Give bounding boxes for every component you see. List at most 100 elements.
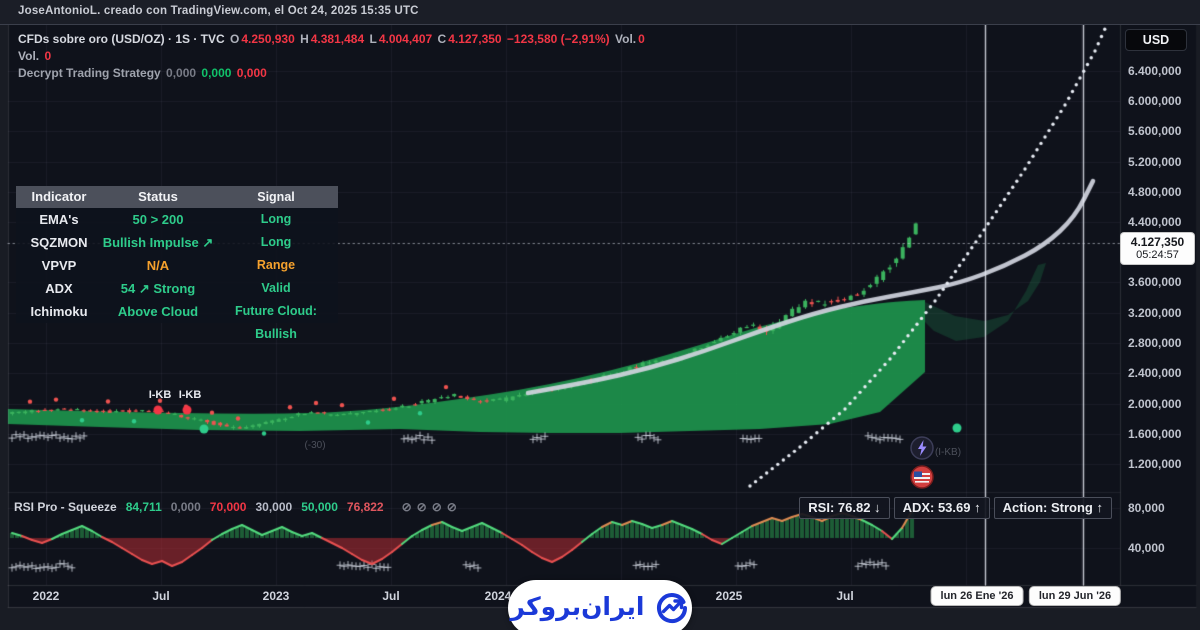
hidden-indicator-icon[interactable]: ⊘ [431,500,442,514]
faint-signal-label: (-30) [304,440,326,451]
price-axis-label: 6.000,000 [1128,94,1182,108]
ikb-signal-label: I-KB [148,389,172,401]
indicator-signal-cell: Range [256,258,296,272]
us-flag-event-icon[interactable] [910,465,934,489]
rsi-legend-value: 76,822 [346,500,384,514]
legend-part: L [369,32,377,46]
current-price-value: 4.127,350 [1130,235,1185,249]
time-axis-label: Jul [152,589,170,603]
indicator-status-cell: Bullish Impulse ↗ [102,235,214,250]
volume-row: Vol. 0 [18,48,647,64]
time-axis-label: 2025 [715,589,743,603]
rsi-legend-values: 84,711 0,000 70,000 30,000 50,000 76,822 [126,500,393,514]
legend-part: 4.004,407 [378,32,436,46]
indicator-name-cell: VPVP [41,258,77,273]
symbol-ohlc-row[interactable]: CFDs sobre oro (USD/OZ) · 1S · TVC O 4.25… [18,31,647,47]
price-axis-label: 40,000 [1128,541,1165,555]
legend-part: Vol. [615,32,637,46]
indicator-name-cell: EMA's [39,212,79,227]
indicator-signal-cell: Long [260,235,292,249]
price-axis-label: 2.400,000 [1128,366,1182,380]
iranbroker-logo-icon [656,593,687,624]
iranbroker-logo-pill[interactable]: ایران‌بروکر [508,580,692,630]
price-axis-label: 5.600,000 [1128,124,1182,138]
action-status-badge: Action: Strong ↑ [993,497,1112,519]
legend-part: O [230,32,240,46]
rsi-legend-value: 30,000 [255,500,293,514]
price-axis-label: 3.600,000 [1128,275,1182,289]
legend-part: C [437,32,447,46]
indicator-summary-table: Indicator Status Signal EMA's 50 > 200 Long SQ… [16,186,338,341]
table-header-row: Indicator Status Signal [16,186,338,208]
table-header-cell: Signal [257,190,295,204]
hidden-indicator-icon[interactable]: ⊘ [416,500,427,514]
time-axis-label: Jul [836,589,854,603]
rsi-legend-value: 50,000 [301,500,338,514]
legend-part: 4.381,484 [310,32,368,46]
rsi-legend-value: 84,711 [125,500,162,514]
attribution-text: JoseAntonioL. creado con TradingView.com… [18,5,419,17]
indicator-name-cell: SQZMON [30,235,88,250]
table-row: SQZMON Bullish Impulse ↗ Long [16,231,338,254]
price-axis-label: 5.200,000 [1128,155,1182,169]
price-axis-label: 3.200,000 [1128,306,1182,320]
currency-usd-button[interactable]: USD [1125,29,1187,51]
indicator-signal-cell: Future Cloud: Bullish [235,304,317,341]
table-row: ADX 54 ↗ Strong Valid [16,277,338,300]
ikb-signal-label: I-KB [178,389,202,401]
price-axis-label: 1.600,000 [1128,427,1182,441]
price-axis-label: 1.200,000 [1128,457,1182,471]
rsi-pane-legend: RSI Pro - Squeeze 84,711 0,000 70,000 30,000… [14,500,471,514]
price-axis-label: 6.400,000 [1128,64,1182,78]
table-row: Ichimoku Above Cloud Future Cloud: Bullish [16,300,338,341]
indicator-name-cell: ADX [45,281,73,296]
legend-part: 4.250,930 [241,32,299,46]
adx-status-badge: ADX: 53.69 ↑ [893,497,990,519]
event-date-badge: lun 26 Ene '26 [931,587,1023,605]
bar-countdown: 05:24:57 [1136,249,1179,261]
rsi-legend-value: 0,000 [170,500,201,514]
price-axis[interactable]: USD 6.400,000 6.000,000 5.600,000 5.200,000… [1120,24,1200,585]
table-row: VPVP N/A Range [16,254,338,277]
rsi-legend-value: 70,000 [209,500,247,514]
legend-part: 0 [44,49,52,63]
legend-part: 0 [638,32,645,46]
iranbroker-logo-text: ایران‌بروکر [510,591,645,621]
current-price-badge: 4.127,350 05:24:57 [1121,233,1194,264]
indicator-name-cell: Ichimoku [30,304,88,319]
legend-part: Vol. [18,49,43,63]
price-axis-label: 4.400,000 [1128,215,1182,229]
time-axis-label: 2023 [262,589,290,603]
rsi-legend-title: RSI Pro - Squeeze [14,500,117,514]
legend-part: 4.127,350 [448,32,505,46]
lightning-event-icon[interactable] [910,436,934,460]
indicator-status-cell: 50 > 200 [132,212,184,227]
indicator-status-cell: Above Cloud [117,304,199,319]
legend-part: −123,580 (−2,91%) [506,32,613,46]
time-axis-label: 2022 [32,589,60,603]
legend-part: H [300,32,309,46]
indicator-status-cell: N/A [146,258,170,273]
legend-part: 0,000 [201,66,235,80]
faint-signal-label: (I-KB) [934,447,962,458]
indicator-signal-cell: Long [260,212,292,226]
legend-part: Decrypt Trading Strategy [18,66,165,80]
symbol-legend: CFDs sobre oro (USD/OZ) · 1S · TVC O 4.25… [18,31,647,82]
attribution-bar: JoseAntonioL. creado con TradingView.com… [0,0,1200,25]
price-axis-label: 2.000,000 [1128,397,1182,411]
status-badge-group: RSI: 76.82 ↓ ADX: 53.69 ↑ Action: Strong… [799,497,1112,519]
time-axis-label: Jul [382,589,400,603]
price-axis-label: 2.800,000 [1128,336,1182,350]
indicator-status-cell: 54 ↗ Strong [120,281,196,296]
table-header-cell: Indicator [31,189,87,204]
event-date-badge: lun 29 Jun '26 [1029,587,1121,605]
indicator-signal-cell: Valid [261,281,291,295]
legend-part: 0,000 [236,66,267,80]
legend-part: CFDs sobre oro (USD/OZ) · 1S · TVC [18,32,229,46]
hidden-indicator-icon[interactable]: ⊘ [401,500,412,514]
legend-part: 0,000 [166,66,200,80]
rsi-status-badge: RSI: 76.82 ↓ [799,497,890,519]
hidden-indicator-icon[interactable]: ⊘ [446,500,457,514]
price-axis-label: 80,000 [1128,501,1165,515]
